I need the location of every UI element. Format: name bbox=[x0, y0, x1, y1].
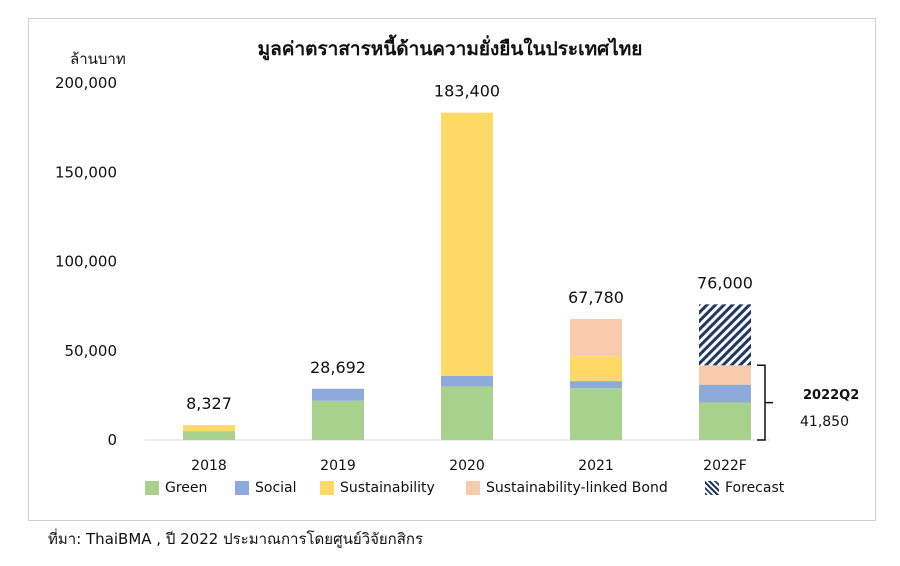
x-tick-label: 2022F bbox=[703, 458, 747, 474]
legend-item: Forecast bbox=[705, 480, 784, 496]
bar-sustainability-linked-bond-2022f bbox=[699, 365, 751, 385]
legend-label: Sustainability-linked Bond bbox=[486, 480, 668, 496]
bar-green-2018 bbox=[183, 431, 235, 440]
y-tick-label: 150,000 bbox=[55, 163, 117, 181]
x-tick-label: 2021 bbox=[578, 458, 614, 474]
data-label-total: 76,000 bbox=[697, 273, 753, 292]
y-tick-label: 100,000 bbox=[55, 253, 117, 271]
legend-swatch bbox=[705, 481, 719, 495]
bar-sustainability-2018 bbox=[183, 425, 235, 432]
y-tick-label: 200,000 bbox=[55, 74, 117, 92]
bar-social-2019 bbox=[312, 388, 364, 401]
bracket-label: 2022Q2 bbox=[803, 388, 859, 403]
legend-label: Social bbox=[255, 480, 297, 496]
y-tick-label: 0 bbox=[107, 431, 117, 449]
bar-forecast-2022f bbox=[699, 304, 751, 366]
x-tick-label: 2019 bbox=[320, 458, 356, 474]
bar-green-2020 bbox=[441, 386, 493, 440]
y-unit-label: ล้านบาท bbox=[70, 50, 126, 68]
legend-item: Green bbox=[145, 480, 207, 496]
data-label-total: 28,692 bbox=[310, 358, 366, 377]
bar-social-2022f bbox=[699, 384, 751, 403]
legend-item: Sustainability-linked Bond bbox=[466, 480, 668, 496]
bar-social-2021 bbox=[570, 381, 622, 389]
y-tick-label: 50,000 bbox=[65, 342, 118, 360]
legend-swatch bbox=[235, 481, 249, 495]
bracket-value: 41,850 bbox=[800, 414, 849, 430]
data-label-total: 8,327 bbox=[186, 394, 232, 413]
bar-social-2020 bbox=[441, 375, 493, 387]
legend-label: Forecast bbox=[725, 480, 785, 496]
data-label-total: 183,400 bbox=[434, 82, 500, 101]
bar-sustainability-2021 bbox=[570, 356, 622, 382]
bar-sustainability-linked-bond-2021 bbox=[570, 319, 622, 357]
data-label-total: 67,780 bbox=[568, 288, 624, 307]
legend-label: Sustainability bbox=[340, 480, 435, 496]
legend-label: Green bbox=[165, 480, 208, 496]
x-tick-label: 2018 bbox=[191, 458, 227, 474]
bar-green-2022f bbox=[699, 402, 751, 440]
legend-swatch bbox=[145, 481, 159, 495]
legend: Green Social Sustainability Sustainability-… bbox=[0, 480, 900, 500]
source-note: ที่มา: ThaiBMA , ปี 2022 ประมาณการโดยศูน… bbox=[48, 530, 424, 548]
x-tick-label: 2020 bbox=[449, 458, 485, 474]
bar-sustainability-2020 bbox=[441, 112, 493, 376]
legend-item: Social bbox=[235, 480, 297, 496]
bar-green-2019 bbox=[312, 400, 364, 440]
chart-title: มูลค่าตราสารหนี้ด้านความยั่งยืนในประเทศไ… bbox=[257, 38, 643, 60]
bracket-2022q2 bbox=[757, 364, 773, 441]
legend-swatch bbox=[466, 481, 480, 495]
legend-swatch bbox=[320, 481, 334, 495]
bar-green-2021 bbox=[570, 388, 622, 440]
legend-item: Sustainability bbox=[320, 480, 435, 496]
